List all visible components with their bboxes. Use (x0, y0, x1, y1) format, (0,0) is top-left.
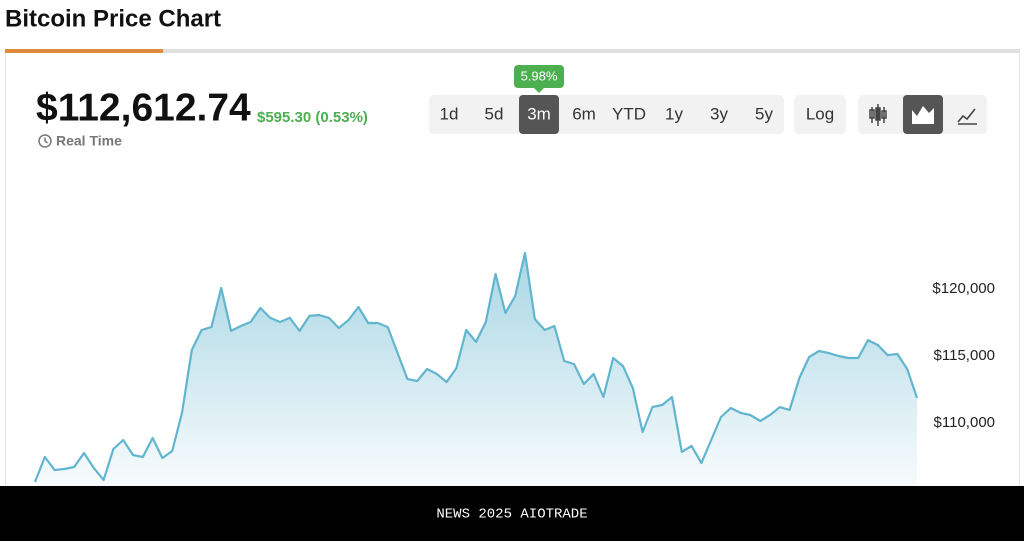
candle-icon[interactable] (869, 104, 887, 126)
range-button[interactable]: 1y (665, 104, 683, 123)
plot: $110,000 $115,000 $120,000 (33, 251, 995, 490)
line-icon[interactable] (957, 108, 977, 125)
price-line (33, 251, 919, 483)
range-button[interactable]: 5d (485, 104, 504, 123)
range-button[interactable]: 3m (527, 104, 551, 123)
price-change: $595.30 (0.53%) (257, 109, 368, 126)
area-icon (912, 106, 934, 124)
footer-text: NEWS 2025 AIOTRADE (436, 507, 587, 523)
y-tick-label: $120,000 (932, 280, 995, 297)
badge-pointer (534, 88, 544, 93)
footer-bar (0, 486, 1024, 541)
badge (514, 65, 564, 88)
price: $112,612.74 (36, 86, 251, 129)
status: Real Time (56, 133, 122, 149)
card-border (5, 53, 1020, 541)
range-active (519, 95, 559, 134)
log-button[interactable] (794, 95, 846, 134)
range-button[interactable]: 6m (572, 104, 596, 123)
range-group (429, 95, 784, 134)
y-tick-label: $115,000 (934, 347, 995, 364)
clock-icon (38, 134, 52, 148)
tab-active-rule (5, 49, 163, 53)
range-button[interactable]: 3y (710, 104, 728, 123)
range-buttons: 1d 5d 5.98% 3m 6m YTD 1y 3y 5y (440, 65, 773, 134)
page-title: Bitcoin Price Chart (5, 5, 221, 32)
badge-label: 5.98% (521, 68, 558, 83)
range-button[interactable]: 5y (755, 104, 773, 123)
range-button[interactable]: YTD (612, 104, 646, 123)
y-tick-label: $110,000 (934, 414, 995, 431)
log-label: Log (806, 104, 834, 123)
area-fill (35, 253, 917, 490)
tab-rule (5, 49, 1020, 53)
range-button[interactable]: 1d (440, 104, 459, 123)
